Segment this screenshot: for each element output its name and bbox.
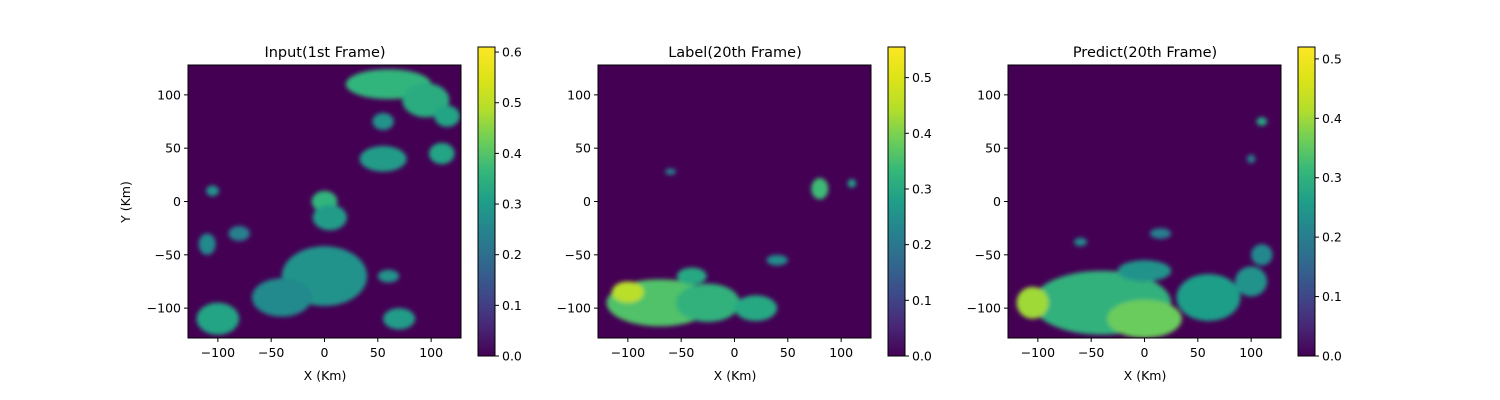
echo-layer [1016, 117, 1273, 338]
panel-input: Input(1st Frame) X (Km) Y (Km) −100 −50 0 5… [118, 45, 522, 383]
x-tick-label: −50 [1078, 345, 1104, 360]
echo-region [1235, 266, 1268, 297]
echo-region [228, 226, 250, 241]
echo-region [1251, 244, 1273, 266]
echo-region [1074, 237, 1087, 247]
echo-region [734, 295, 778, 321]
echo-region [676, 267, 707, 285]
x-tick-label: −50 [258, 345, 284, 360]
y-tick-label: −50 [975, 247, 1001, 262]
x-tick-label: 100 [829, 345, 853, 360]
x-tick-label: 0 [731, 345, 739, 360]
colorbar-tick-label: 0.5 [1322, 51, 1342, 66]
echo-region [372, 112, 394, 131]
echo-region [1149, 228, 1172, 239]
y-tick-label: −50 [565, 247, 591, 262]
colorbar-tick-label: 0.5 [502, 95, 522, 110]
x-tick-label: 0 [321, 345, 329, 360]
echo-region [811, 178, 829, 200]
y-tick-label: −100 [967, 301, 1001, 316]
colorbar-tick-label: 0.4 [912, 126, 932, 141]
colorbar-tick-label: 0.3 [912, 181, 932, 196]
colorbar-tick-label: 0.4 [1322, 111, 1342, 126]
colorbar-tick-label: 0.2 [502, 247, 522, 262]
echo-region [611, 281, 644, 303]
x-tick-label: 100 [1239, 345, 1263, 360]
y-tick-label: 50 [165, 141, 181, 156]
x-axis-label: X (Km) [304, 368, 347, 383]
echo-region [1176, 274, 1241, 321]
echo-region [665, 168, 676, 175]
x-axis-label: X (Km) [1124, 368, 1167, 383]
colorbar-tick-label: 0.3 [1322, 170, 1342, 185]
echo-region [429, 142, 455, 165]
colorbar-tick-label: 0.5 [912, 70, 932, 85]
echo-region [402, 83, 450, 118]
echo-region [1107, 299, 1182, 338]
x-tick-label: −100 [201, 345, 235, 360]
colorbar-tick-label: 0.1 [912, 293, 932, 308]
panel-title: Input(1st Frame) [264, 45, 385, 61]
y-tick-label: 100 [157, 87, 181, 102]
x-tick-label: 100 [419, 345, 443, 360]
echo-layer [196, 69, 460, 335]
echo-region [206, 185, 219, 197]
x-tick-label: 50 [780, 345, 796, 360]
x-tick-label: 50 [370, 345, 386, 360]
echo-region [1016, 286, 1049, 319]
y-tick-label: 50 [575, 141, 591, 156]
echo-region [1256, 117, 1268, 126]
y-tick-label: 0 [993, 194, 1001, 209]
echo-region [1117, 260, 1172, 282]
colorbar-tick-label: 0.0 [502, 349, 522, 364]
panel-title: Predict(20th Frame) [1073, 45, 1217, 61]
panel-predict: Predict(20th Frame) X (Km) −100 −50 0 50 100… [967, 45, 1342, 383]
y-tick-label: −50 [155, 247, 181, 262]
colorbar-tick-label: 0.2 [1322, 230, 1342, 245]
colorbar-tick-label: 0.3 [502, 197, 522, 212]
echo-region [196, 302, 240, 335]
x-tick-label: −50 [668, 345, 694, 360]
x-tick-label: 50 [1190, 345, 1206, 360]
colorbar-tick-label: 0.1 [1322, 289, 1342, 304]
panel-title: Label(20th Frame) [668, 45, 802, 61]
colorbar-tick-label: 0.2 [912, 237, 932, 252]
colorbar-tick-label: 0.1 [502, 298, 522, 313]
colorbar-tick-label: 0.0 [1322, 349, 1342, 364]
y-tick-label: 50 [985, 141, 1001, 156]
y-tick-label: −100 [147, 301, 181, 316]
x-axis-label: X (Km) [714, 368, 757, 383]
colorbar-tick-label: 0.4 [502, 146, 522, 161]
colorbar-tick-label: 0.6 [502, 45, 522, 60]
y-axis-label: Y (Km) [118, 181, 133, 224]
echo-region [312, 204, 347, 231]
echo-region [675, 283, 740, 323]
y-tick-label: 100 [977, 87, 1001, 102]
colorbar [887, 46, 906, 357]
y-tick-label: 0 [583, 194, 591, 209]
echo-region [1246, 154, 1256, 164]
colorbar-tick-label: 0.0 [912, 349, 932, 364]
echo-region [377, 269, 400, 283]
colorbar [477, 46, 496, 357]
echo-region [434, 105, 460, 127]
y-tick-label: −100 [557, 301, 591, 316]
echo-region [766, 254, 788, 266]
echo-region [359, 146, 407, 172]
echo-region [198, 233, 216, 255]
y-tick-label: 0 [173, 194, 181, 209]
colorbar [1297, 46, 1316, 357]
x-tick-label: 0 [1141, 345, 1149, 360]
echo-region [251, 278, 312, 317]
panel-label: Label(20th Frame) X (Km) −100 −50 0 50 100 10… [557, 45, 932, 383]
x-tick-label: −100 [611, 345, 645, 360]
echo-region [383, 308, 416, 330]
y-tick-label: 100 [567, 87, 591, 102]
echo-region [847, 179, 857, 188]
x-tick-label: −100 [1021, 345, 1055, 360]
echo-layer [606, 168, 857, 327]
